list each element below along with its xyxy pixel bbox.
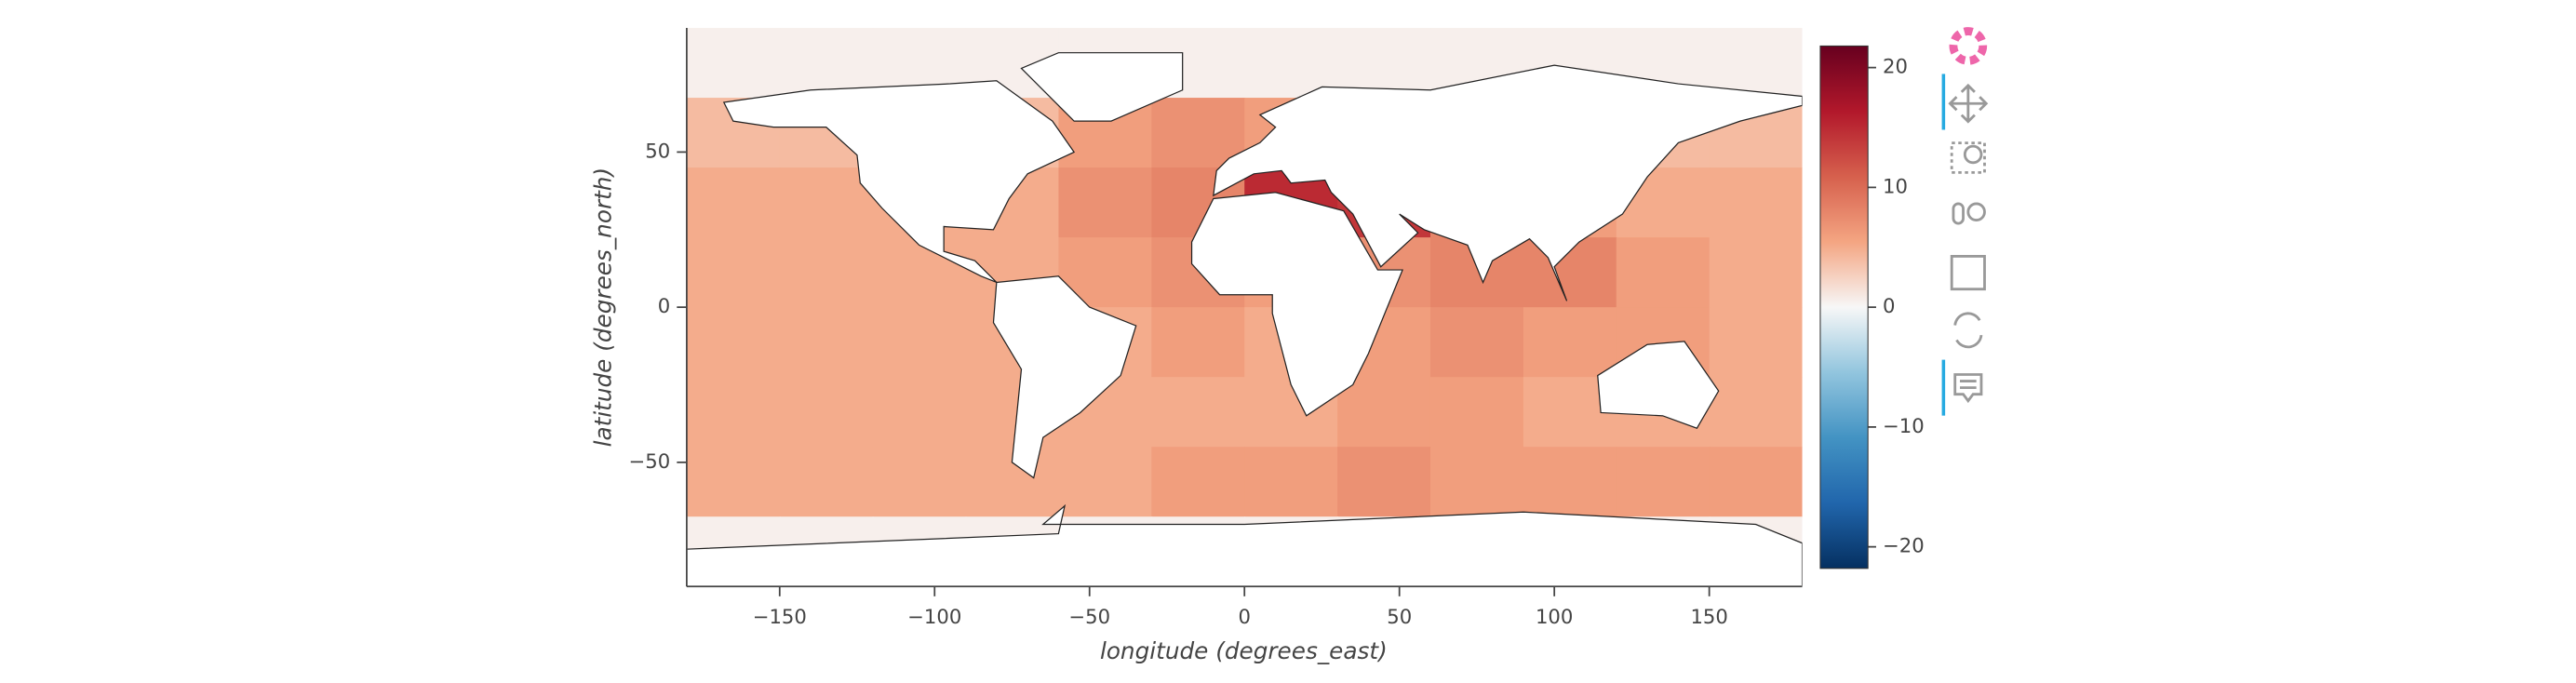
cell: [686, 237, 781, 309]
x-tick-label: −150: [753, 605, 807, 628]
cell: [1709, 237, 1803, 309]
cell: [1151, 447, 1246, 518]
cell: [872, 307, 967, 379]
active-marker: [1941, 74, 1946, 130]
cell: [779, 447, 874, 518]
colorbar-tick-label: 10: [1883, 174, 1908, 197]
cell: [1337, 28, 1431, 99]
land: [722, 80, 1076, 284]
land: [992, 275, 1137, 479]
cell: [1337, 377, 1431, 449]
cell: [779, 167, 874, 238]
x-tick-label: −100: [907, 605, 961, 628]
cell: [779, 307, 874, 379]
x-tick-label: 150: [1690, 605, 1727, 628]
wheel-zoom-tool[interactable]: [1952, 202, 1986, 225]
y-tick-label: 50: [645, 139, 670, 162]
logo[interactable]: [1949, 27, 1988, 65]
land: [1597, 341, 1720, 429]
cell: [779, 377, 874, 449]
land: [1213, 64, 1803, 301]
cell: [1709, 447, 1803, 518]
y-axis-label: latitude (degrees_north): [590, 167, 617, 448]
cell: [1429, 377, 1524, 449]
cell: [1429, 447, 1524, 518]
reset-tool[interactable]: [1953, 312, 1983, 349]
land: [1190, 192, 1403, 417]
cell: [686, 28, 781, 99]
y-tick-label: 0: [658, 294, 670, 317]
colorbar: [1819, 45, 1869, 569]
coastlines: [686, 52, 1803, 587]
cell: [1429, 307, 1524, 379]
x-tick-label: −50: [1068, 605, 1110, 628]
cell: [1709, 377, 1803, 449]
x-tick-label: 50: [1387, 605, 1412, 628]
cell: [872, 237, 967, 309]
colorbar-tick-label: −20: [1883, 534, 1925, 557]
cell: [872, 377, 967, 449]
cell: [1523, 307, 1617, 379]
cell: [1151, 377, 1246, 449]
x-axis-label: longitude (degrees_east): [1100, 637, 1388, 664]
cell: [779, 237, 874, 309]
hover-tool[interactable]: [1953, 373, 1983, 404]
cell: [1151, 98, 1246, 168]
cell: [686, 377, 781, 449]
land: [686, 503, 1803, 587]
cell: [1151, 307, 1246, 379]
cell: [1244, 447, 1338, 518]
y-tick-label: −50: [629, 449, 671, 473]
cell: [1709, 28, 1803, 99]
colorbar-tick-label: 0: [1883, 294, 1895, 317]
cell: [1337, 447, 1431, 518]
box-zoom-tool[interactable]: [1950, 141, 1986, 174]
cell: [1616, 237, 1711, 309]
cell: [1058, 167, 1153, 238]
x-tick-label: 0: [1238, 605, 1250, 628]
colorbar-tick-label: 20: [1883, 55, 1908, 78]
cell: [686, 447, 781, 518]
pan-tool[interactable]: [1948, 83, 1989, 124]
cell: [1616, 447, 1711, 518]
cell: [686, 307, 781, 379]
cell: [686, 167, 781, 238]
active-marker: [1941, 359, 1946, 416]
toolbar: [1941, 27, 1989, 416]
cell: [872, 447, 967, 518]
save-tool[interactable]: [1950, 254, 1986, 291]
cell: [1709, 307, 1803, 379]
cell: [779, 28, 874, 99]
x-tick-label: 100: [1536, 605, 1573, 628]
cell: [1709, 167, 1803, 238]
cell: [1058, 447, 1153, 518]
colorbar-tick-label: −10: [1883, 414, 1925, 437]
cell: [1523, 447, 1617, 518]
land: [1020, 52, 1184, 122]
